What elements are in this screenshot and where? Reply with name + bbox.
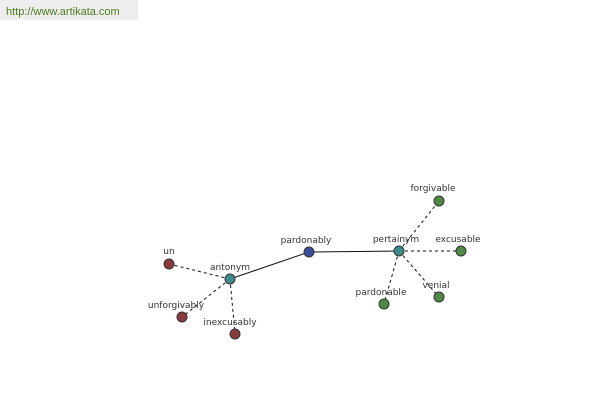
node-label: pertainym: [373, 235, 419, 245]
node: [393, 245, 405, 257]
edge: [308, 250, 400, 253]
dashed-edge: [398, 200, 440, 252]
node-label: inexcusably: [203, 318, 257, 328]
nodes: pardonably antonym pertainym un unforgivably…: [148, 184, 481, 340]
node: [224, 273, 236, 285]
node: [378, 298, 390, 310]
edges: [168, 200, 461, 335]
dashed-edge: [398, 250, 440, 298]
node: [229, 328, 241, 340]
node-label: venial: [422, 281, 449, 291]
node: [433, 195, 445, 207]
node-label: pardonable: [356, 288, 407, 298]
node: [433, 291, 445, 303]
edge: [229, 251, 310, 280]
node-label: pardonably: [281, 236, 332, 246]
header-url[interactable]: http://www.artikata.com: [6, 6, 120, 18]
node-label: unforgivably: [148, 301, 205, 311]
header-bar: [0, 0, 138, 20]
node-label: forgivable: [410, 184, 455, 194]
node-label: excusable: [435, 235, 481, 245]
node-label: un: [163, 247, 174, 257]
node: [176, 311, 188, 323]
node-label: antonym: [210, 263, 250, 273]
node: [163, 258, 175, 270]
dashed-edge: [168, 263, 231, 280]
dashed-edge: [181, 278, 231, 318]
node: [303, 246, 315, 258]
node: [455, 245, 467, 257]
